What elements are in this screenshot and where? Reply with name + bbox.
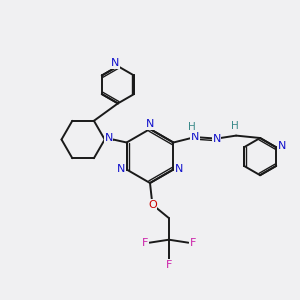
Text: N: N [278,141,286,151]
Text: F: F [166,260,172,270]
Text: N: N [175,164,183,175]
Text: N: N [111,58,119,68]
Text: N: N [146,119,154,130]
Text: F: F [190,238,196,248]
Text: N: N [117,164,125,175]
Text: H: H [188,122,195,133]
Text: N: N [191,132,199,142]
Text: N: N [104,133,113,143]
Text: H: H [231,121,239,131]
Text: F: F [142,238,148,248]
Text: N: N [212,134,221,144]
Text: O: O [148,200,157,210]
